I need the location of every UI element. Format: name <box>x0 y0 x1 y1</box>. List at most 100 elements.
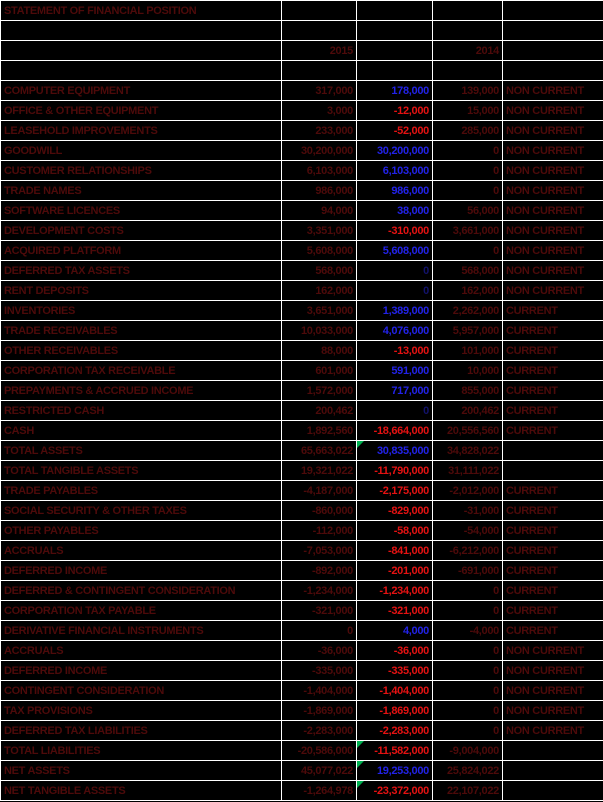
value-2014-cell[interactable]: 0 <box>432 660 503 681</box>
value-2015-cell[interactable]: 88,000 <box>281 340 357 361</box>
value-2015-cell[interactable]: -892,000 <box>281 560 357 581</box>
value-2015-cell[interactable] <box>281 60 357 81</box>
category-cell[interactable]: CURRENT <box>502 480 603 501</box>
row-label-cell[interactable]: TOTAL ASSETS <box>0 440 282 461</box>
value-2015-cell[interactable]: 317,000 <box>281 80 357 101</box>
category-cell[interactable]: NON CURRENT <box>502 100 603 121</box>
difference-cell[interactable]: -310,000 <box>356 220 433 241</box>
category-cell[interactable]: CURRENT <box>502 400 603 421</box>
value-2014-cell[interactable]: 0 <box>432 640 503 661</box>
difference-cell[interactable]: -1,869,000 <box>356 700 433 721</box>
value-2014-cell[interactable]: 0 <box>432 680 503 701</box>
row-label-cell[interactable]: TOTAL TANGIBLE ASSETS <box>0 460 282 481</box>
category-cell[interactable]: CURRENT <box>502 380 603 401</box>
row-label-cell[interactable]: LEASEHOLD IMPROVEMENTS <box>0 120 282 141</box>
difference-cell[interactable]: 4,000 <box>356 620 433 641</box>
value-2014-cell[interactable]: -6,212,000 <box>432 540 503 561</box>
category-cell[interactable]: CURRENT <box>502 420 603 441</box>
value-2015-cell[interactable]: 601,000 <box>281 360 357 381</box>
row-label-cell[interactable]: ACCRUALS <box>0 540 282 561</box>
difference-cell[interactable] <box>356 0 433 21</box>
value-2014-cell[interactable]: 0 <box>432 160 503 181</box>
value-2014-cell[interactable] <box>432 60 503 81</box>
value-2014-cell[interactable]: 56,000 <box>432 200 503 221</box>
value-2015-cell[interactable]: -36,000 <box>281 640 357 661</box>
row-label-cell[interactable]: CORPORATION TAX PAYABLE <box>0 600 282 621</box>
row-label-cell[interactable]: NET ASSETS <box>0 760 282 781</box>
difference-cell[interactable]: 0 <box>356 280 433 301</box>
row-label-cell[interactable]: INVENTORIES <box>0 300 282 321</box>
row-label-cell[interactable] <box>0 60 282 81</box>
difference-cell[interactable]: -2,283,000 <box>356 720 433 741</box>
difference-cell[interactable]: 591,000 <box>356 360 433 381</box>
difference-cell[interactable] <box>356 40 433 61</box>
difference-cell[interactable]: 19,253,000 <box>356 760 433 781</box>
value-2014-cell[interactable]: 0 <box>432 720 503 741</box>
category-cell[interactable] <box>502 780 603 801</box>
row-label-cell[interactable]: TRADE PAYABLES <box>0 480 282 501</box>
category-cell[interactable]: NON CURRENT <box>502 120 603 141</box>
value-2014-cell[interactable]: 25,824,022 <box>432 760 503 781</box>
value-2014-cell[interactable] <box>432 0 503 21</box>
difference-cell[interactable]: -18,664,000 <box>356 420 433 441</box>
value-2015-cell[interactable]: -1,264,978 <box>281 780 357 801</box>
value-2015-cell[interactable]: 0 <box>281 620 357 641</box>
row-label-cell[interactable]: COMPUTER EQUIPMENT <box>0 80 282 101</box>
value-2015-cell[interactable]: 19,321,022 <box>281 460 357 481</box>
row-label-cell[interactable]: GOODWILL <box>0 140 282 161</box>
category-cell[interactable]: NON CURRENT <box>502 640 603 661</box>
category-cell[interactable]: CURRENT <box>502 540 603 561</box>
category-cell[interactable]: CURRENT <box>502 580 603 601</box>
category-cell[interactable]: CURRENT <box>502 520 603 541</box>
value-2015-cell[interactable] <box>281 20 357 41</box>
row-label-cell[interactable] <box>0 40 282 61</box>
value-2014-cell[interactable]: 0 <box>432 600 503 621</box>
difference-cell[interactable]: -829,000 <box>356 500 433 521</box>
difference-cell[interactable]: -52,000 <box>356 120 433 141</box>
value-2015-cell[interactable]: 94,000 <box>281 200 357 221</box>
category-cell[interactable] <box>502 0 603 21</box>
value-2015-cell[interactable]: -1,869,000 <box>281 700 357 721</box>
difference-cell[interactable]: -321,000 <box>356 600 433 621</box>
category-cell[interactable]: CURRENT <box>502 320 603 341</box>
row-label-cell[interactable]: CONTINGENT CONSIDERATION <box>0 680 282 701</box>
difference-cell[interactable]: -2,175,000 <box>356 480 433 501</box>
difference-cell[interactable]: 5,608,000 <box>356 240 433 261</box>
value-2015-cell[interactable]: 65,663,022 <box>281 440 357 461</box>
value-2015-cell[interactable]: -2,283,000 <box>281 720 357 741</box>
difference-cell[interactable] <box>356 20 433 41</box>
difference-cell[interactable]: 30,200,000 <box>356 140 433 161</box>
value-2014-cell[interactable]: 101,000 <box>432 340 503 361</box>
value-2015-cell[interactable]: 568,000 <box>281 260 357 281</box>
value-2015-cell[interactable]: 200,462 <box>281 400 357 421</box>
difference-cell[interactable]: -335,000 <box>356 660 433 681</box>
category-cell[interactable] <box>502 60 603 81</box>
value-2014-cell[interactable]: 200,462 <box>432 400 503 421</box>
category-cell[interactable]: NON CURRENT <box>502 280 603 301</box>
category-cell[interactable]: NON CURRENT <box>502 200 603 221</box>
value-2015-cell[interactable]: -7,053,000 <box>281 540 357 561</box>
category-cell[interactable]: CURRENT <box>502 500 603 521</box>
category-cell[interactable]: CURRENT <box>502 600 603 621</box>
difference-cell[interactable]: 0 <box>356 260 433 281</box>
row-label-cell[interactable]: DEFERRED TAX LIABILITIES <box>0 720 282 741</box>
value-2014-cell[interactable]: 139,000 <box>432 80 503 101</box>
row-label-cell[interactable]: SOFTWARE LICENCES <box>0 200 282 221</box>
value-2015-cell[interactable]: -20,586,000 <box>281 740 357 761</box>
difference-cell[interactable]: -36,000 <box>356 640 433 661</box>
category-cell[interactable]: CURRENT <box>502 560 603 581</box>
value-2014-cell[interactable]: 0 <box>432 580 503 601</box>
value-2015-cell[interactable]: 2015 <box>281 40 357 61</box>
row-label-cell[interactable]: RENT DEPOSITS <box>0 280 282 301</box>
value-2015-cell[interactable]: 30,200,000 <box>281 140 357 161</box>
category-cell[interactable] <box>502 740 603 761</box>
row-label-cell[interactable]: DEVELOPMENT COSTS <box>0 220 282 241</box>
difference-cell[interactable]: -1,234,000 <box>356 580 433 601</box>
row-label-cell[interactable]: TRADE NAMES <box>0 180 282 201</box>
category-cell[interactable] <box>502 760 603 781</box>
row-label-cell[interactable]: TRADE RECEIVABLES <box>0 320 282 341</box>
difference-cell[interactable]: -11,790,000 <box>356 460 433 481</box>
value-2015-cell[interactable]: -1,404,000 <box>281 680 357 701</box>
value-2015-cell[interactable]: 10,033,000 <box>281 320 357 341</box>
difference-cell[interactable]: 1,389,000 <box>356 300 433 321</box>
